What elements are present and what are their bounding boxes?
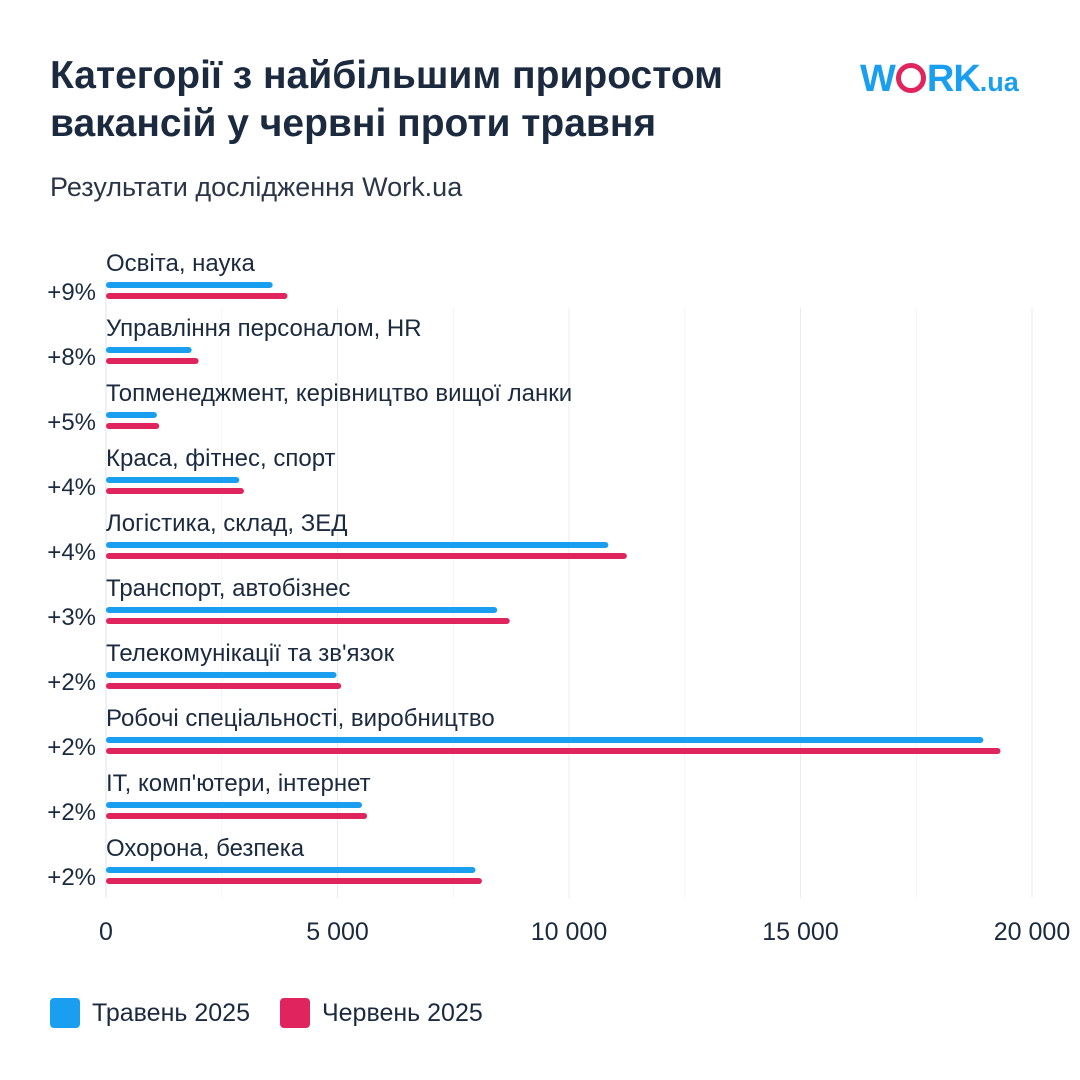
bar-june bbox=[106, 488, 244, 494]
growth-label: +2% bbox=[47, 799, 96, 826]
bar-may bbox=[106, 347, 192, 353]
x-tick-label: 10 000 bbox=[531, 918, 607, 946]
growth-label: +2% bbox=[47, 669, 96, 696]
growth-label: +5% bbox=[47, 409, 96, 436]
bar-may bbox=[106, 282, 273, 288]
growth-label: +2% bbox=[47, 734, 96, 761]
bar-june bbox=[106, 878, 482, 884]
bar-june bbox=[106, 618, 510, 624]
legend-label-may: Травень 2025 bbox=[92, 998, 250, 1027]
category-label: Краса, фітнес, спорт bbox=[106, 445, 336, 472]
logo-text-before: W bbox=[860, 58, 896, 100]
bar-june bbox=[106, 748, 1001, 754]
bar-june bbox=[106, 553, 627, 559]
logo-suffix: .ua bbox=[979, 67, 1019, 97]
category-label: Телекомунікації та зв'язок bbox=[106, 640, 395, 667]
bar-june bbox=[106, 813, 368, 819]
bar-may bbox=[106, 412, 157, 418]
growth-label: +3% bbox=[47, 604, 96, 631]
logo-target-icon bbox=[895, 63, 926, 93]
growth-label: +8% bbox=[47, 344, 96, 371]
category-label: Охорона, безпека bbox=[106, 835, 305, 862]
growth-label: +4% bbox=[47, 474, 96, 501]
category-label: Управління персоналом, HR bbox=[106, 315, 422, 342]
category-label: Транспорт, автобізнес bbox=[106, 575, 350, 602]
legend-swatch-june bbox=[279, 998, 310, 1028]
category-label: Топменеджмент, керівництво вищої ланки bbox=[106, 380, 572, 407]
bar-june bbox=[106, 293, 288, 299]
category-label: Робочі спеціальності, виробництво bbox=[106, 705, 495, 732]
x-tick-label: 5 000 bbox=[306, 918, 369, 946]
growth-label: +9% bbox=[47, 279, 96, 306]
bar-june bbox=[106, 423, 160, 429]
legend-item-may: Травень 2025 bbox=[50, 998, 250, 1028]
bar-may bbox=[106, 542, 609, 548]
bar-june bbox=[106, 358, 199, 364]
category-label: Логістика, склад, ЗЕД bbox=[106, 510, 348, 537]
category-label: Освіта, наука bbox=[106, 250, 256, 277]
logo-text-after: RK bbox=[926, 58, 981, 100]
category-label: IT, комп'ютери, інтернет bbox=[106, 770, 371, 797]
legend-swatch-may bbox=[50, 998, 80, 1028]
x-tick-label: 15 000 bbox=[762, 918, 838, 946]
work-ua-logo: W RK.ua bbox=[860, 58, 1019, 101]
bar-may bbox=[106, 477, 240, 483]
bar-june bbox=[106, 683, 342, 689]
chart-subtitle: Результати дослідження Work.ua bbox=[50, 172, 463, 202]
legend-label-june: Червень 2025 bbox=[321, 998, 483, 1027]
bar-may bbox=[106, 607, 498, 613]
bar-may bbox=[106, 802, 363, 808]
x-tick-label: 0 bbox=[99, 918, 113, 946]
growth-label: +4% bbox=[47, 539, 96, 566]
bar-may bbox=[106, 737, 984, 743]
legend-item-june: Червень 2025 bbox=[279, 998, 483, 1028]
x-tick-label: 20 000 bbox=[994, 918, 1070, 946]
legend: Травень 2025 Червень 2025 bbox=[50, 998, 513, 1028]
chart-title: Категорії з найбільшим приростом вакансі… bbox=[50, 54, 723, 145]
bar-may bbox=[106, 672, 337, 678]
growth-label: +2% bbox=[47, 864, 96, 891]
bar-may bbox=[106, 867, 476, 873]
